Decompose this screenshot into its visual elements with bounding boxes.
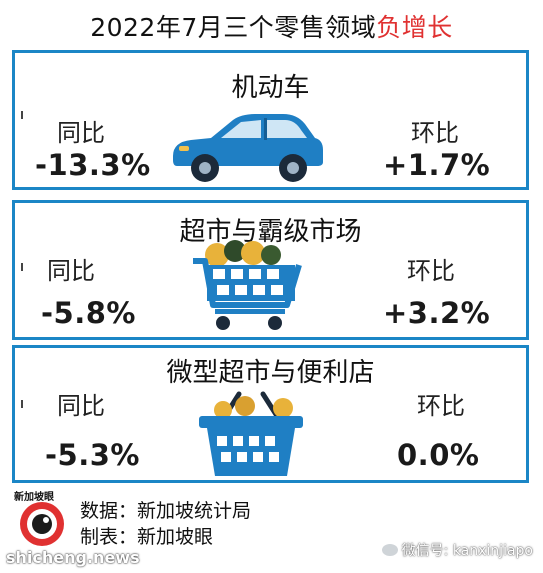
mom-label: 环比	[417, 392, 465, 420]
divider-tick	[21, 111, 23, 119]
section-minimarts: 微型超市与便利店 同比 -5.3% 环比 0.0%	[12, 345, 529, 483]
divider-tick	[21, 400, 23, 408]
made-by-text: 制表：新加坡眼	[80, 526, 214, 548]
logo-icon	[20, 502, 64, 546]
mom-label: 环比	[411, 119, 459, 147]
section-title: 超市与霸级市场	[179, 217, 362, 247]
shopping-basket-icon	[199, 391, 303, 476]
yoy-value: -5.8%	[41, 296, 136, 330]
section-supermarkets: 超市与霸级市场 同比 -5.8% 环比 +3.2%	[12, 200, 529, 340]
yoy-label: 同比	[47, 257, 95, 285]
mom-value: 0.0%	[397, 438, 480, 472]
mom-value: +3.2%	[383, 296, 491, 330]
section-title: 机动车	[231, 73, 310, 103]
title-main: 2022年7月三个零售领域	[90, 13, 377, 42]
divider-tick	[21, 263, 23, 271]
watermark-right: 微信号: kanxinjiapo	[381, 540, 533, 560]
logo-text: 新加坡眼	[14, 492, 54, 503]
section-title: 微型超市与便利店	[166, 358, 375, 388]
mom-value: +1.7%	[383, 148, 491, 182]
watermark-right-text: 微信号: kanxinjiapo	[401, 543, 533, 559]
yoy-value: -5.3%	[45, 438, 140, 472]
car-icon	[173, 114, 323, 182]
shopping-cart-icon	[193, 240, 302, 330]
watermark-left: shicheng.news	[6, 548, 140, 567]
yoy-label: 同比	[57, 392, 105, 420]
title-highlight: 负增长	[376, 13, 453, 42]
wechat-icon	[381, 544, 398, 556]
yoy-value: -13.3%	[35, 148, 151, 182]
section-motor-vehicles: 机动车 同比 -13.3% 环比 +1.7%	[12, 50, 529, 190]
source-text: 数据：新加坡统计局	[80, 500, 252, 522]
page-title: 2022年7月三个零售领域负增长	[0, 8, 543, 44]
yoy-label: 同比	[57, 119, 105, 147]
mom-label: 环比	[407, 257, 455, 285]
